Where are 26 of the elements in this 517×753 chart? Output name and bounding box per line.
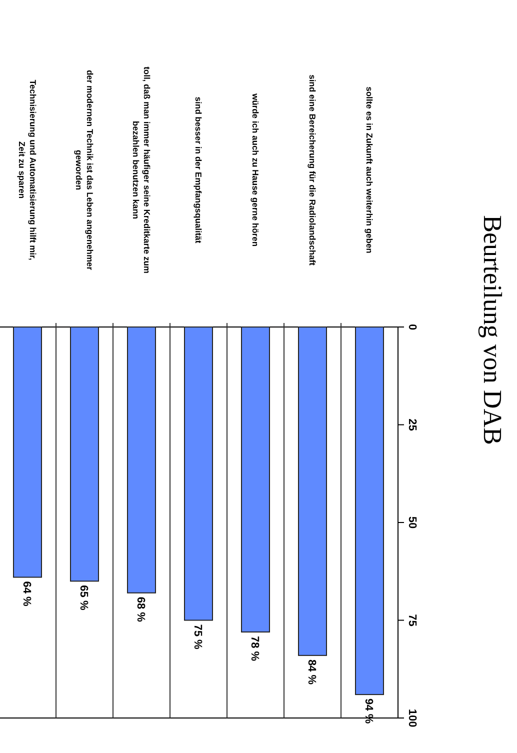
text: Beurteilung von DAB (478, 215, 507, 445)
data-label: 68 % (134, 596, 147, 622)
data-label: 78 % (248, 636, 261, 662)
bar (298, 326, 327, 656)
data-label: 84 % (306, 659, 318, 685)
bar (13, 326, 42, 578)
bar (70, 326, 99, 582)
bar (184, 326, 213, 621)
y-tick-label: 0 (406, 324, 418, 330)
x-tick-label: sind besser in der Empfangsqualität (194, 96, 204, 244)
bar (241, 326, 270, 632)
x-tick-label: toll, daß man immer häufiger seine Kreditkarte zum bezahlen benutzen kann (131, 66, 152, 274)
y-tick-label: 25 (406, 418, 418, 431)
x-tick-label: Technisierung und Automatisierung hilft mir, Zeit zu sparen (17, 80, 38, 260)
y-tick-label: 100 (406, 708, 418, 728)
data-label: 64 % (20, 581, 33, 607)
x-tick-label: würde ich auch zu Hause gerne hören (250, 92, 260, 247)
data-label: 65 % (78, 585, 90, 610)
x-tick-label: der modernen Technik ist das Leben angenehmer geworden (74, 70, 95, 271)
x-tick-label: sollte es in Zukunft auch weiterhin geben (364, 86, 374, 254)
bar (355, 326, 384, 696)
data-label: 75 % (192, 624, 204, 650)
x-tick-label: sind eine Bereicherung für die Radiolandschaft (308, 74, 318, 266)
y-tick-label: 75 (406, 614, 418, 626)
y-tick-label: 50 (406, 516, 418, 529)
bar (127, 326, 156, 594)
